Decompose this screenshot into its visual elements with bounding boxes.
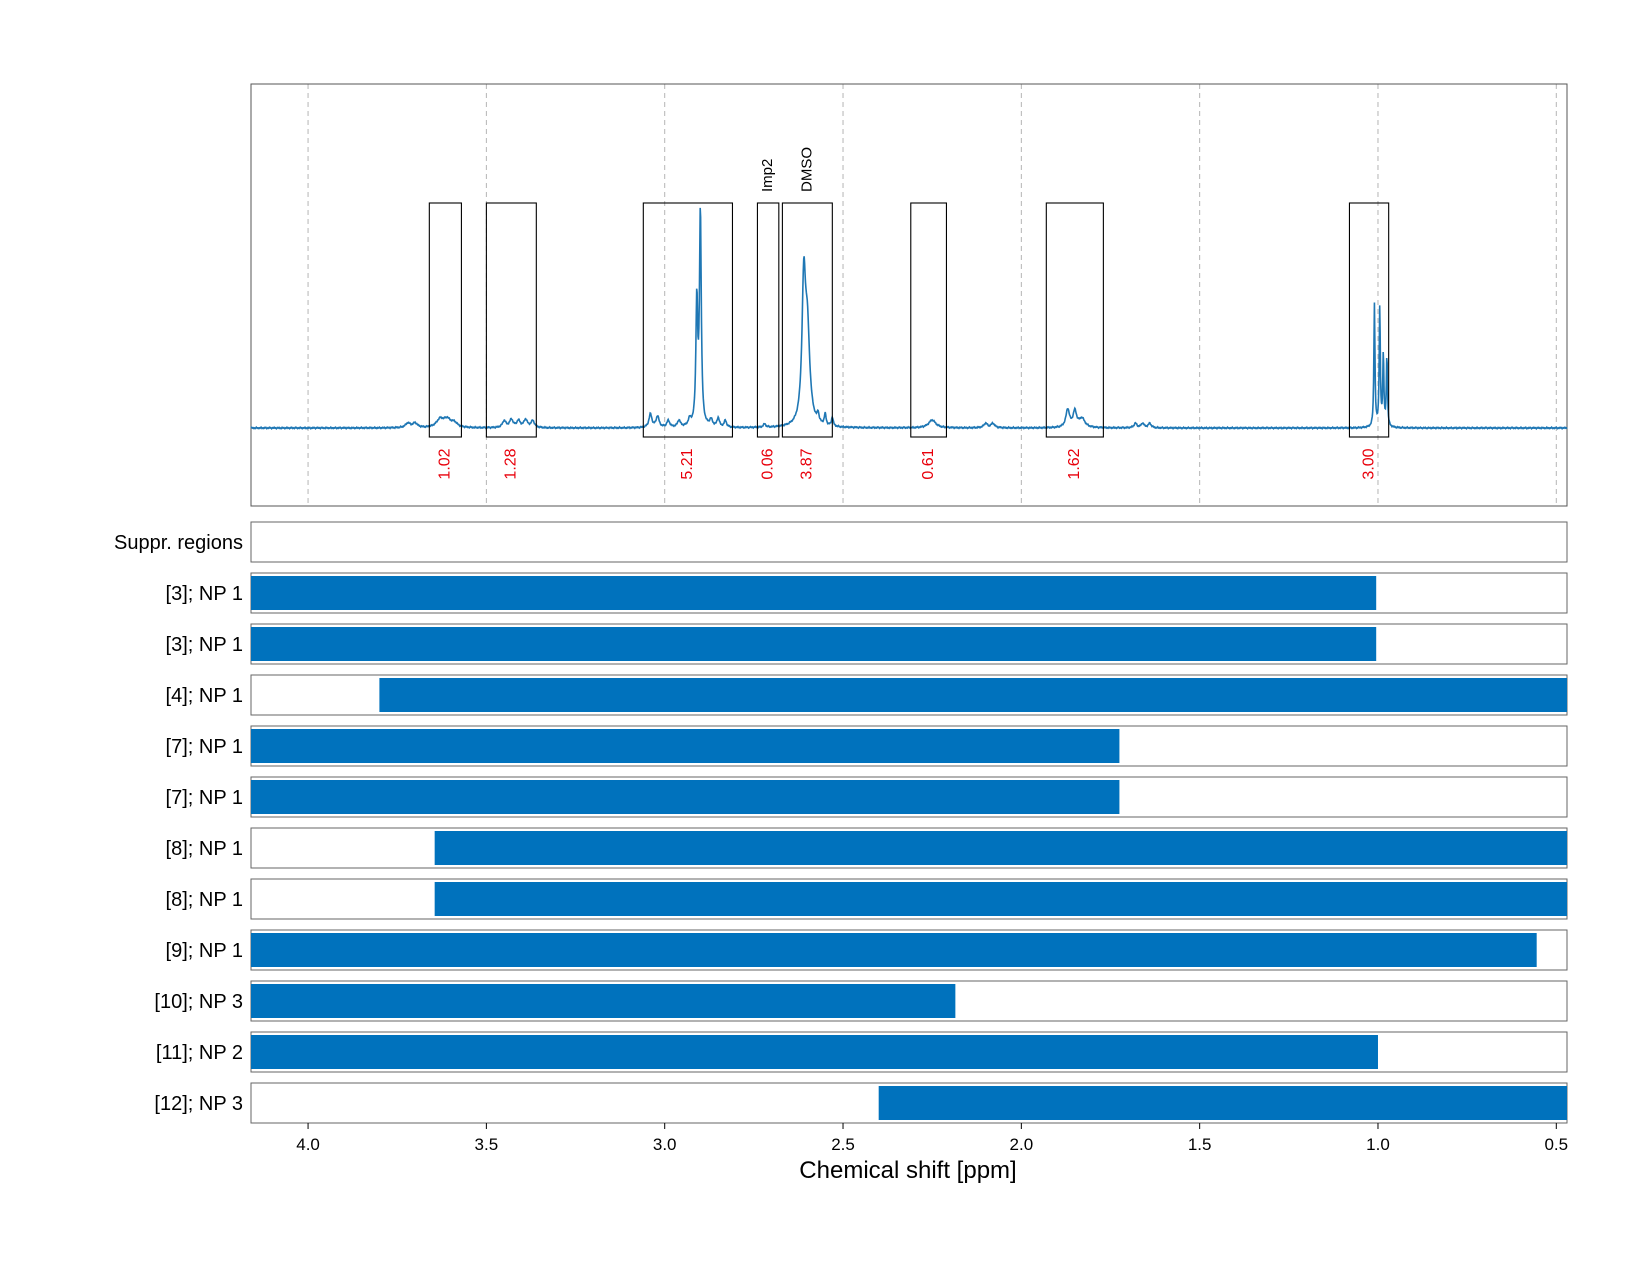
row-label: [12]; NP 3	[154, 1093, 243, 1115]
row-label: [8]; NP 1	[166, 838, 243, 860]
integral-label: 0.06	[759, 448, 776, 479]
x-tick-label: 2.0	[1010, 1135, 1034, 1154]
region-bar	[878, 1086, 1567, 1120]
integration-box	[485, 202, 537, 438]
region-bar	[434, 831, 1567, 865]
x-tick-label: 3.0	[653, 1135, 677, 1154]
integral-label: 0.61	[920, 448, 937, 479]
x-tick-label: 2.5	[831, 1135, 855, 1154]
integral-label: 1.62	[1066, 448, 1083, 479]
x-tick-label: 3.5	[475, 1135, 499, 1154]
x-axis: 4.0 3.5 3.0 2.5 2.0 1.5 1.0 0.5	[251, 1122, 1568, 1154]
region-bar	[251, 1035, 1378, 1069]
integral-label: 3.00	[1360, 448, 1377, 479]
spectrum-panel: 1.02 1.28 5.21 0.06 Imp2 3.87 DMSO 0.61 1.62 3.00	[250, 83, 1568, 507]
region-annotation: DMSO	[798, 147, 815, 192]
integral-label: 3.87	[799, 448, 816, 479]
integration-box	[1045, 202, 1104, 438]
x-axis-title: Chemical shift [ppm]	[799, 1157, 1016, 1184]
region-bar	[379, 678, 1567, 712]
row-label: [7]; NP 1	[166, 736, 243, 758]
integral-label: 5.21	[679, 448, 696, 479]
integration-box	[1348, 202, 1390, 438]
x-tick-label: 4.0	[296, 1135, 320, 1154]
row-frame	[250, 521, 1568, 563]
row-label: [3]; NP 1	[166, 583, 243, 605]
row-label: [7]; NP 1	[166, 787, 243, 809]
region-bar	[251, 984, 956, 1018]
x-tick-label: 0.5	[1544, 1135, 1568, 1154]
row-label: [3]; NP 1	[166, 634, 243, 656]
row-label: Suppr. regions	[114, 532, 243, 554]
region-bar	[251, 729, 1120, 763]
row-label: [4]; NP 1	[166, 685, 243, 707]
integration-box	[756, 202, 780, 438]
integral-label: 1.02	[437, 448, 454, 479]
region-annotation: Imp2	[759, 159, 776, 192]
row-label: [8]; NP 1	[166, 889, 243, 911]
row-label: [10]; NP 3	[154, 991, 243, 1013]
region-bar	[251, 576, 1377, 610]
row-label: [11]; NP 2	[156, 1042, 243, 1064]
integration-box	[781, 202, 833, 438]
x-tick-label: 1.0	[1366, 1135, 1390, 1154]
region-bar	[251, 627, 1377, 661]
row-label: [9]; NP 1	[166, 940, 243, 962]
region-bar	[251, 780, 1120, 814]
region-bar	[251, 933, 1537, 967]
integration-box	[428, 202, 462, 438]
region-rows: Suppr. regions [3]; NP 1 [3]; NP 1 [4]; NP …	[114, 521, 1568, 1124]
spectrum-trace	[250, 207, 1568, 431]
integration-box	[910, 202, 947, 438]
integral-label: 1.28	[503, 448, 520, 479]
region-bar	[434, 882, 1567, 916]
grid-lines	[307, 84, 1557, 506]
integration-box	[642, 202, 734, 438]
x-tick-label: 1.5	[1188, 1135, 1212, 1154]
spectrum-frame	[250, 83, 1568, 507]
